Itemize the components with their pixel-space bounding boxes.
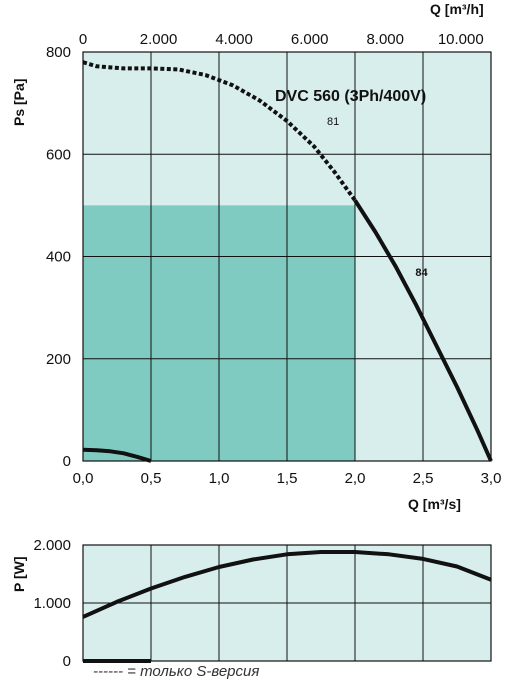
pressure-chart: 0,0 0,5 1,0 1,5 2,0 2,5 3,0 0 200 400 600 800 0 2.0… [11,1,501,512]
flow-m3h-tick-labels: 0 2.000 4.000 6.000 8.000 10.000 [79,31,484,48]
annotation-label-1: 84 [415,267,428,279]
pressure-plot-frame [82,51,492,462]
power-chart: 0 1.000 2.000 P [W] [11,537,492,670]
series-line-0 [82,60,357,202]
y-tick-label-1: 1.000 [33,595,71,612]
y-tick-label-3: 600 [46,146,71,163]
y-tick-label-0: 0 [63,653,71,670]
y-tick-label-0: 0 [63,453,71,470]
power-series [82,550,492,663]
footnote: ------ = только S-версия [93,663,259,680]
x2-tick-label-5: 10.000 [438,31,484,48]
annotation-label-0: 81 [327,116,339,128]
y-tick-label-2: 2.000 [33,537,71,554]
series-line-0 [82,550,492,619]
pressure-series [82,60,493,463]
x-tick-label-1: 0,5 [141,470,162,487]
power-axis-title: P [W] [11,556,27,592]
pressure-tick-labels: 0 200 400 600 800 [46,44,71,470]
x2-tick-label-0: 0 [79,31,87,48]
series-line-2 [82,447,152,463]
x2-axis-title: Q [m³/h] [430,1,484,17]
x-tick-label-3: 1,5 [277,470,298,487]
y-axis-title: Ps [Pa] [11,79,27,126]
x2-tick-label-4: 8.000 [366,31,404,48]
x2-tick-label-1: 2.000 [140,31,178,48]
series-line-1 [353,199,493,462]
y-tick-label-4: 800 [46,44,71,61]
x-tick-label-2: 1,0 [209,470,230,487]
chart-title: DVC 560 (3Ph/400V) [275,88,426,105]
pressure-annotations: 81 84 [327,116,429,279]
x2-tick-label-3: 6.000 [291,31,329,48]
x-tick-label-6: 3,0 [481,470,502,487]
flow-ms-tick-labels: 0,0 0,5 1,0 1,5 2,0 2,5 3,0 [73,470,502,487]
x-tick-label-5: 2,5 [413,470,434,487]
power-plot-frame [82,544,492,662]
y-tick-label-1: 200 [46,351,71,368]
x-tick-label-0: 0,0 [73,470,94,487]
y-tick-label-2: 400 [46,249,71,266]
power-tick-labels: 0 1.000 2.000 [33,537,71,670]
x2-tick-label-2: 4.000 [215,31,253,48]
x-axis-title: Q [m³/s] [408,496,461,512]
x-tick-label-4: 2,0 [345,470,366,487]
